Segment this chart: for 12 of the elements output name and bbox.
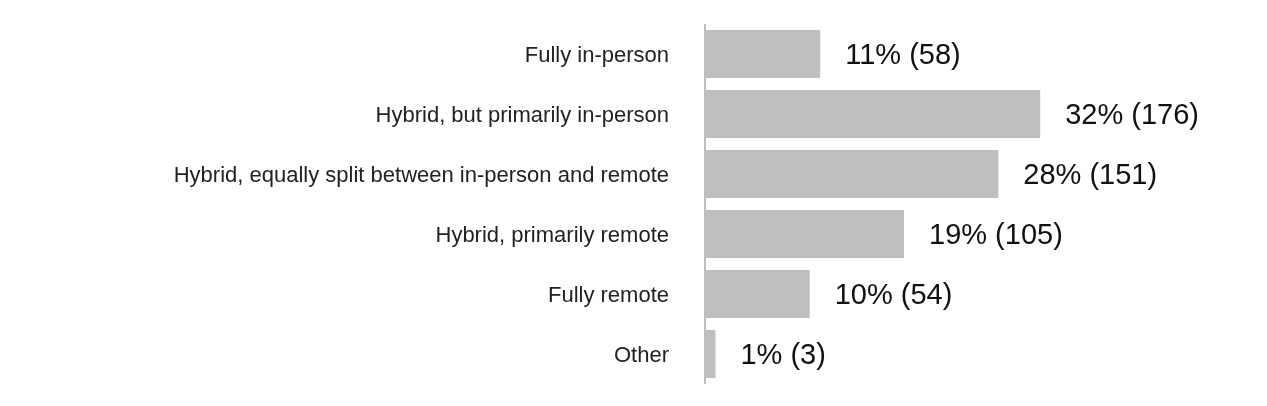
y-tick-label: Fully remote [547,281,669,307]
data-label: 19% (105) [929,218,1063,250]
data-label: 28% (151) [1023,158,1158,190]
data-label: 10% (54) [834,278,953,310]
y-tick-label: Other [613,341,669,367]
y-tick-label: Fully in-person [524,41,669,67]
y-tick-label: Hybrid, but primarily in-person [375,101,669,127]
y-tick-label: Hybrid, primarily remote [435,221,669,247]
y-tick-label: Hybrid, equally split between in-person and remote [173,161,669,187]
data-label: 11% (58) [845,38,961,70]
data-label: 32% (176) [1065,98,1199,130]
data-label: 1% (3) [740,338,826,370]
